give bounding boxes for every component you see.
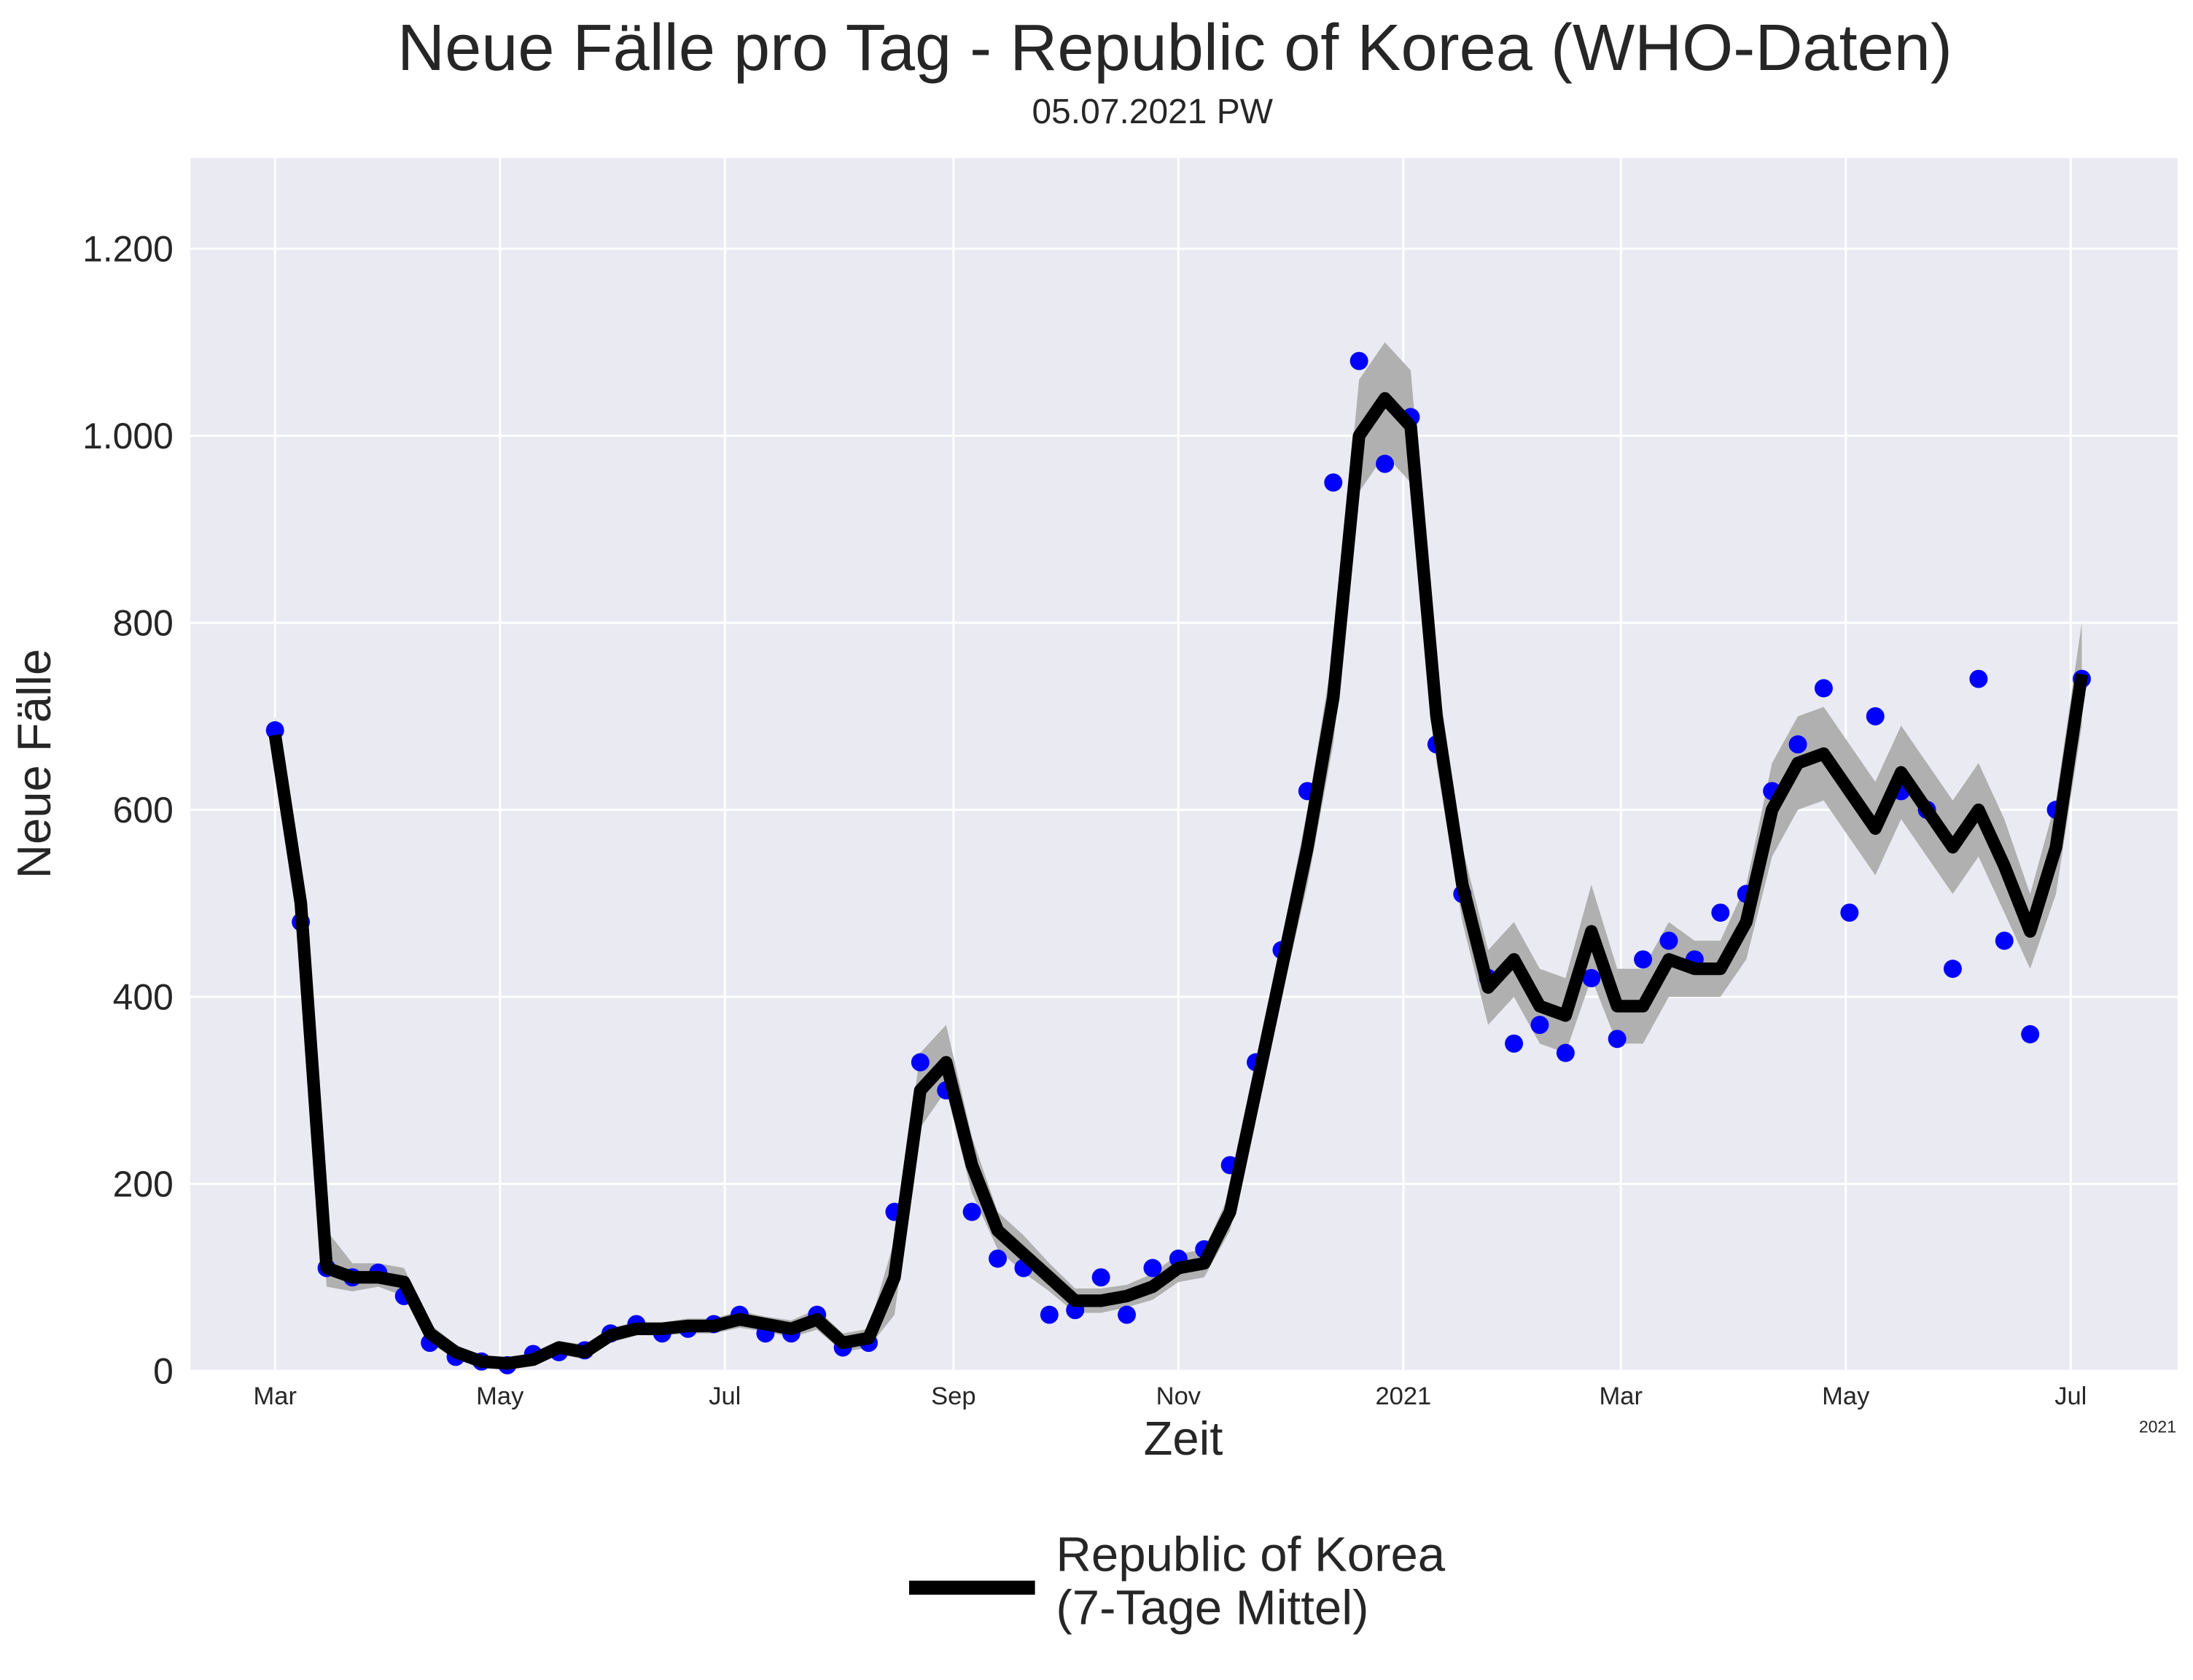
- data-point: [962, 1202, 981, 1221]
- x-tick-label: May: [1822, 1382, 1870, 1410]
- data-point: [1376, 454, 1395, 473]
- legend-label: Republic of Korea (7-Tage Mittel): [1056, 1527, 1446, 1636]
- y-tick-label: 1.000: [82, 416, 174, 456]
- data-point: [1143, 1259, 1162, 1278]
- x-tick-label: Mar: [1600, 1382, 1643, 1410]
- y-tick-label: 800: [113, 602, 174, 643]
- data-point: [1556, 1043, 1575, 1062]
- mean-line: [268, 392, 2088, 1370]
- y-tick-label: 400: [113, 976, 174, 1017]
- data-point: [1091, 1268, 1110, 1287]
- data-point: [1530, 1016, 1549, 1035]
- data-point: [1866, 707, 1885, 726]
- data-point: [1711, 903, 1730, 922]
- data-point: [1788, 735, 1807, 754]
- y-axis-label: Neue Fälle: [7, 649, 61, 879]
- data-point: [1943, 960, 1962, 979]
- data-point: [989, 1249, 1007, 1268]
- data-point: [911, 1053, 930, 1072]
- data-point: [1659, 931, 1678, 950]
- data-point: [1969, 669, 1988, 688]
- data-point: [1324, 473, 1343, 492]
- data-point: [1608, 1030, 1627, 1049]
- chart-subtitle: 05.07.2021 PW: [1032, 93, 1273, 131]
- x-tick-label: Jul: [2054, 1382, 2087, 1410]
- x-tick-label: Mar: [254, 1382, 297, 1410]
- data-point: [1840, 903, 1859, 922]
- y-tick-label: 0: [153, 1350, 174, 1391]
- data-point: [1040, 1305, 1059, 1324]
- y-tick-label: 600: [113, 790, 174, 831]
- x-tick-label: 2021: [1375, 1382, 1431, 1410]
- data-point: [1634, 950, 1653, 969]
- x-axis-label: Zeit: [1144, 1412, 1223, 1465]
- data-point: [1582, 968, 1601, 987]
- data-point: [1995, 931, 2014, 950]
- x-offset-label: 2021: [2139, 1417, 2176, 1436]
- y-tick-label: 200: [113, 1164, 174, 1205]
- x-tick-label: Jul: [709, 1382, 741, 1410]
- x-tick-label: Nov: [1156, 1382, 1201, 1410]
- chart-title: Neue Fälle pro Tag - Republic of Korea (…: [397, 11, 1952, 85]
- data-point: [1118, 1305, 1137, 1324]
- data-point: [2021, 1024, 2040, 1043]
- x-tick-label: May: [476, 1382, 524, 1410]
- data-point: [1505, 1034, 1524, 1053]
- plot-area: [190, 158, 2178, 1372]
- y-tick-label: 1.200: [82, 228, 174, 269]
- x-tick-label: Sep: [931, 1382, 975, 1410]
- data-point: [1814, 679, 1833, 698]
- data-point: [1349, 351, 1368, 370]
